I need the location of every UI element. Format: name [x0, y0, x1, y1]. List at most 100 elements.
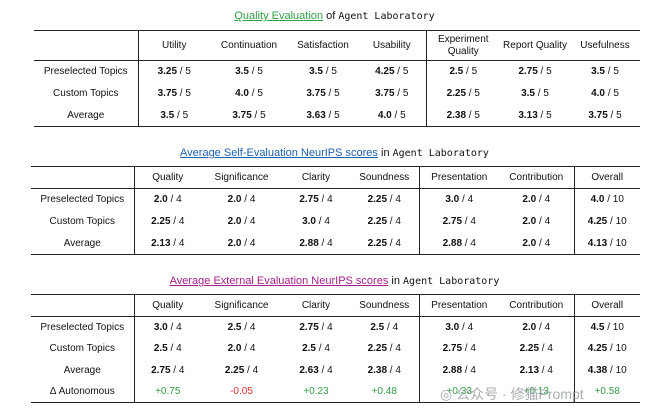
score-value: 4.25: [375, 66, 395, 78]
score-cell: 2.0 / 4: [201, 233, 282, 255]
t2-header-3: Clarity: [301, 171, 331, 183]
watermark-text: 公众号 · 修猫Prompt: [456, 386, 584, 402]
score-cell: 3.5 / 5: [138, 105, 210, 127]
score-value: 3.75: [375, 88, 395, 99]
score-cell: 2.63 / 4: [282, 360, 350, 382]
score-value: 2.38: [446, 109, 467, 121]
table-row: Average 3.5 / 5 3.75 / 5 3.63 / 5 4.0 / 5 2.3…: [34, 104, 640, 127]
score-denominator: / 4: [241, 237, 256, 249]
score-cell: 2.25 / 5: [426, 83, 500, 105]
score-cell: 2.75 / 5: [500, 61, 570, 83]
score-cell: 2.0 / 4: [499, 188, 575, 211]
score-denominator: / 5: [391, 109, 406, 121]
delta-value: -0.05: [230, 386, 253, 397]
wechat-icon: ◎: [440, 386, 453, 402]
score-value: 2.25: [519, 343, 540, 355]
score-value: 2.88: [299, 237, 319, 249]
t3-title: Average External Evaluation NeurIPS scor…: [0, 274, 669, 289]
score-value: 2.25: [224, 364, 245, 376]
delta-label: Δ Autonomous: [31, 381, 135, 403]
t1-header-7: Usefulness: [580, 39, 630, 51]
row-label: Preselected Topics: [31, 188, 135, 211]
score-cell: 3.0 / 4: [419, 189, 499, 211]
score-value: 2.25: [367, 216, 388, 227]
delta-value: +0.13: [499, 381, 575, 403]
t1-title-system: Agent Laboratory: [338, 11, 435, 22]
score-cell: 4.25 / 5: [358, 60, 427, 83]
score-cell: 3.75 / 5: [288, 83, 358, 105]
score-cell: 3.75 / 5: [358, 82, 427, 105]
score-value: 2.38: [367, 364, 388, 376]
score-denominator: / 4: [387, 194, 401, 206]
score-denominator: / 5: [537, 66, 552, 78]
t3-header-7: Overall: [591, 299, 624, 311]
score-cell: 4.38 / 10: [574, 360, 640, 382]
score-value: 4.0: [591, 88, 605, 99]
score-value: 2.0: [227, 194, 242, 206]
score-denominator: / 5: [323, 66, 337, 78]
score-denominator: / 4: [536, 237, 551, 249]
table-row: Preselected Topics 2.0 / 4 2.0 / 4 2.75 / 4…: [31, 188, 640, 211]
score-denominator: / 4: [387, 237, 401, 249]
score-cell: 3.13 / 5: [500, 105, 570, 127]
delta-value: +0.48: [350, 381, 420, 403]
score-value: 3.0: [445, 194, 460, 206]
score-cell: 4.0 / 5: [358, 104, 427, 127]
row-label: Average: [34, 104, 139, 127]
score-value: 2.75: [299, 322, 319, 333]
score-cell: 4.0 / 5: [570, 83, 640, 105]
external-evaluation-table: Quality Significance Clarity Soundness Prese…: [31, 294, 640, 403]
score-value: 2.0: [227, 237, 242, 249]
t3-title-system: Agent Laboratory: [403, 276, 500, 287]
score-cell: 4.13 / 10: [574, 233, 640, 255]
row-label: Custom Topics: [34, 82, 139, 105]
score-value: 2.5: [370, 322, 385, 333]
score-denominator: / 4: [316, 216, 330, 227]
score-value: 4.25: [587, 343, 608, 355]
score-cell: 3.75 / 5: [138, 83, 210, 105]
t3-header-6: Contribution: [499, 294, 575, 317]
t2-title-connector: in: [377, 147, 393, 159]
score-value: 2.75: [442, 216, 463, 227]
score-denominator: / 4: [318, 194, 333, 206]
score-value: 3.0: [153, 322, 168, 333]
score-cell: 2.5 / 4: [201, 317, 282, 339]
score-cell: 2.5 / 4: [350, 316, 420, 338]
score-value: 4.0: [377, 109, 392, 121]
score-value: 4.0: [590, 194, 605, 206]
score-denominator: / 4: [316, 343, 330, 355]
score-denominator: / 4: [241, 322, 256, 333]
score-cell: 4.5 / 10: [574, 317, 640, 339]
score-denominator: / 5: [394, 66, 409, 78]
score-value: 3.25: [157, 66, 178, 78]
score-value: 2.0: [153, 194, 168, 206]
row-label: Preselected Topics: [31, 316, 135, 338]
t1-header-6: Report Quality: [503, 39, 567, 51]
score-denominator: / 4: [241, 216, 256, 227]
score-denominator: / 4: [459, 194, 474, 206]
score-value: 3.63: [306, 109, 326, 121]
score-value: 2.75: [442, 343, 463, 355]
score-value: 2.25: [367, 237, 388, 249]
score-denominator: / 4: [462, 216, 476, 227]
score-denominator: / 5: [463, 66, 478, 78]
score-cell: 2.75 / 4: [419, 211, 499, 233]
t1-header-3: Satisfaction: [297, 39, 349, 51]
score-value: 3.13: [518, 109, 538, 121]
score-cell: 2.75 / 4: [134, 360, 201, 382]
score-denominator: / 10: [607, 216, 627, 227]
t2-header-1: Quality: [152, 171, 184, 183]
score-denominator: / 5: [537, 109, 552, 121]
row-label: Custom Topics: [31, 338, 135, 360]
score-cell: 3.75 / 5: [210, 105, 288, 127]
score-value: 2.25: [367, 194, 388, 206]
score-cell: 3.5 / 5: [288, 61, 358, 83]
score-value: 4.25: [587, 216, 608, 227]
score-denominator: / 4: [318, 322, 333, 333]
score-value: 4.38: [587, 364, 608, 376]
score-value: 2.0: [522, 237, 537, 249]
score-denominator: / 10: [604, 194, 624, 206]
self-evaluation-table: Quality Significance Clarity Soundness Prese…: [31, 166, 640, 255]
score-denominator: / 4: [167, 322, 182, 333]
